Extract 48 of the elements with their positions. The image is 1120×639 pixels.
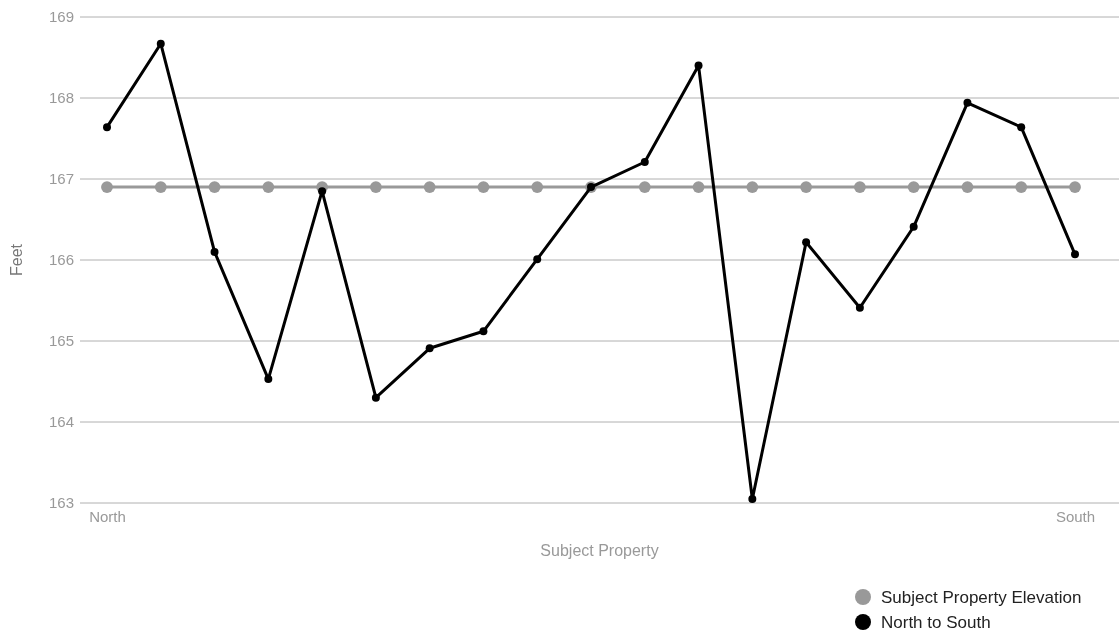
y-tick-label: 167 (48, 170, 74, 188)
point (156, 39, 165, 48)
point (103, 123, 111, 132)
y-tick-label: 164 (48, 413, 74, 431)
x-tick-label: South (1055, 507, 1096, 525)
y-axis-title: Feet (8, 243, 25, 277)
point (533, 255, 542, 264)
y-tick-label: 169 (48, 8, 74, 26)
point (748, 494, 757, 503)
point (800, 181, 813, 194)
point (907, 181, 920, 194)
point (423, 181, 436, 194)
point (640, 158, 649, 166)
point (1017, 123, 1026, 132)
x-tick-label: North (89, 507, 126, 525)
point (802, 238, 811, 247)
point (264, 375, 273, 384)
y-tick-label: 168 (48, 89, 74, 107)
point (961, 181, 974, 194)
legend-label: Subject Property Elevation (881, 588, 1082, 607)
point (369, 181, 382, 194)
point (210, 247, 219, 256)
point (909, 222, 918, 231)
point (1071, 250, 1079, 259)
legend-label: North to South (881, 613, 991, 632)
point (855, 303, 864, 312)
point (1069, 181, 1081, 194)
point (692, 181, 705, 194)
point (531, 181, 544, 194)
point (479, 327, 488, 336)
point (963, 98, 972, 107)
point (318, 187, 327, 196)
point (694, 61, 703, 70)
point (853, 181, 866, 194)
point (154, 181, 167, 194)
point (371, 393, 380, 402)
point (746, 181, 759, 194)
point (638, 181, 651, 194)
point (101, 181, 113, 194)
point (208, 181, 221, 194)
y-tick-label: 165 (48, 332, 74, 350)
y-tick-label: 166 (48, 251, 74, 269)
point (477, 181, 490, 194)
point (1015, 181, 1028, 194)
y-tick-label: 163 (48, 494, 74, 512)
point (262, 181, 275, 194)
point (425, 344, 434, 353)
x-axis-title: Subject Property (540, 542, 659, 559)
